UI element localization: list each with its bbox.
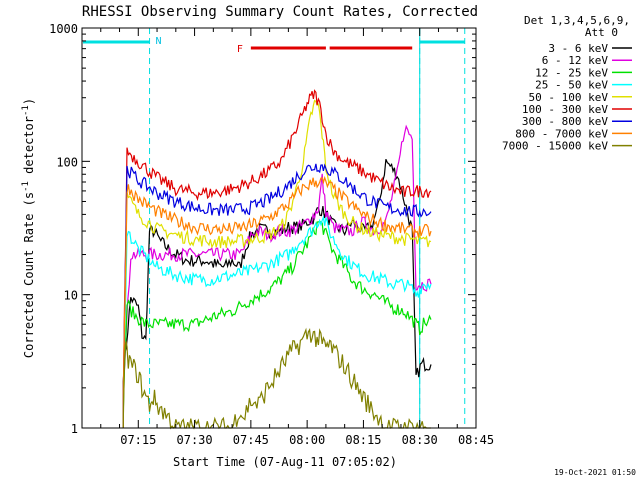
series-line-4 [122, 99, 432, 428]
y-axis-label-mid: detector [22, 116, 36, 181]
series-line-3 [122, 215, 432, 428]
x-tick-label: 07:45 [233, 433, 269, 447]
chart-title: RHESSI Observing Summary Count Rates, Co… [82, 4, 478, 20]
x-tick-label: 08:00 [289, 433, 325, 447]
legend-label: 12 - 25 keV [535, 66, 608, 79]
legend-label: 3 - 6 keV [548, 42, 608, 55]
legend-label: 6 - 12 keV [542, 54, 609, 67]
y-tick-label: 10 [64, 289, 78, 303]
x-tick-label: 07:30 [177, 433, 213, 447]
x-tick-label: 08:15 [345, 433, 381, 447]
flare-flag-label: F [237, 44, 243, 55]
plot-area [81, 27, 477, 429]
night-flag-label: N [156, 36, 162, 47]
y-tick-label: 1000 [49, 22, 78, 36]
y-axis-label-sup1: -1 [21, 181, 31, 192]
legend-label: 800 - 7000 keV [515, 127, 608, 140]
y-tick-label: 1 [71, 422, 78, 436]
x-tick-label: 08:45 [458, 433, 494, 447]
x-tick-label: 07:15 [120, 433, 156, 447]
axes: 07:15 07:30 07:45 08:00 08:15 08:30 08:45 1 10 10… [49, 22, 494, 447]
y-axis-label: Corrected Count Rate (s-1 detector-1) [21, 98, 36, 358]
x-axis-label: Start Time (07-Aug-11 07:05:02) [173, 455, 397, 469]
series-line-7 [122, 175, 432, 428]
series-line-5 [122, 89, 432, 428]
legend-label: 50 - 100 keV [529, 91, 609, 104]
legend-label: 100 - 300 keV [522, 103, 608, 116]
x-tick-label: 08:30 [402, 433, 438, 447]
y-axis-label-main: Corrected Count Rate (s [22, 192, 36, 358]
legend-header-detectors: Det 1,3,4,5,6,9, [524, 14, 630, 27]
series-line-8 [122, 327, 431, 430]
y-axis-label-sup2: -1 [21, 105, 31, 116]
series-lines [122, 89, 432, 430]
series-line-6 [122, 163, 432, 428]
legend-header-attenuator: Att 0 [585, 26, 618, 39]
series-line-2 [122, 221, 432, 428]
y-tick-label: 100 [56, 155, 78, 169]
legend-label: 7000 - 15000 keV [502, 140, 608, 153]
generation-timestamp: 19-Oct-2021 01:50 [554, 468, 636, 477]
y-axis-label-end: ) [22, 98, 36, 105]
legend-label: 25 - 50 keV [535, 79, 608, 92]
legend-label: 300 - 800 keV [522, 115, 608, 128]
